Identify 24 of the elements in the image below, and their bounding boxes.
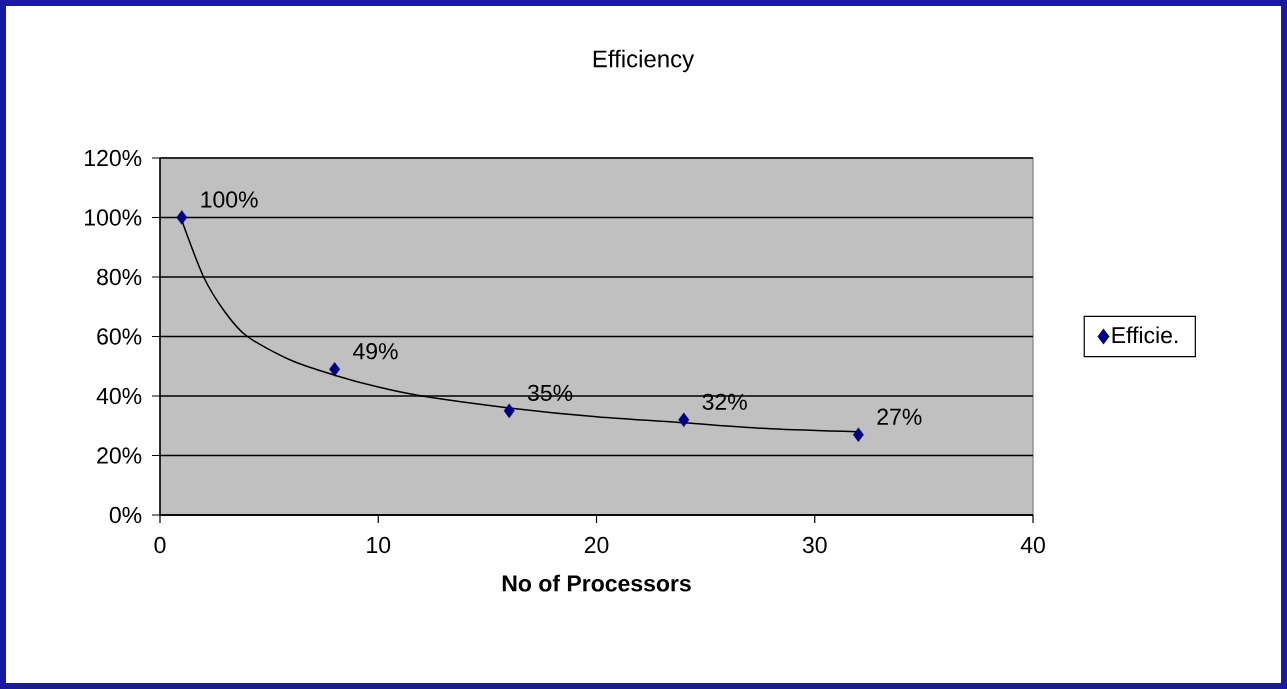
y-tick-label: 120% [85, 149, 142, 167]
y-tick-label: 60% [97, 328, 142, 345]
data-label: 27% [877, 408, 922, 425]
point [852, 427, 864, 442]
data-label: 100% [201, 191, 258, 208]
x-tick-label: 10 [367, 536, 391, 554]
chart-title: Efficiency [593, 49, 695, 73]
x-tick-label: 0 [154, 536, 166, 554]
y-tick-label: 100% [85, 209, 142, 226]
y-tick-label: 80% [97, 268, 142, 286]
x-tick-label: 40 [1020, 536, 1045, 554]
point [678, 412, 690, 427]
data-label: 49% [353, 343, 398, 360]
y-tick-label: 40% [96, 387, 142, 405]
y-tick-label: 20% [97, 447, 142, 464]
y-tick-label: 0% [109, 506, 142, 524]
x-axis-title: No of Processors [502, 574, 691, 592]
x-tick-label: 20 [584, 536, 609, 554]
x-tick-label: 30 [802, 536, 827, 554]
point [329, 362, 341, 377]
point [176, 210, 188, 225]
legend-label: Efficie. [1112, 326, 1178, 344]
point [503, 403, 515, 419]
data-label: 32% [702, 393, 747, 410]
